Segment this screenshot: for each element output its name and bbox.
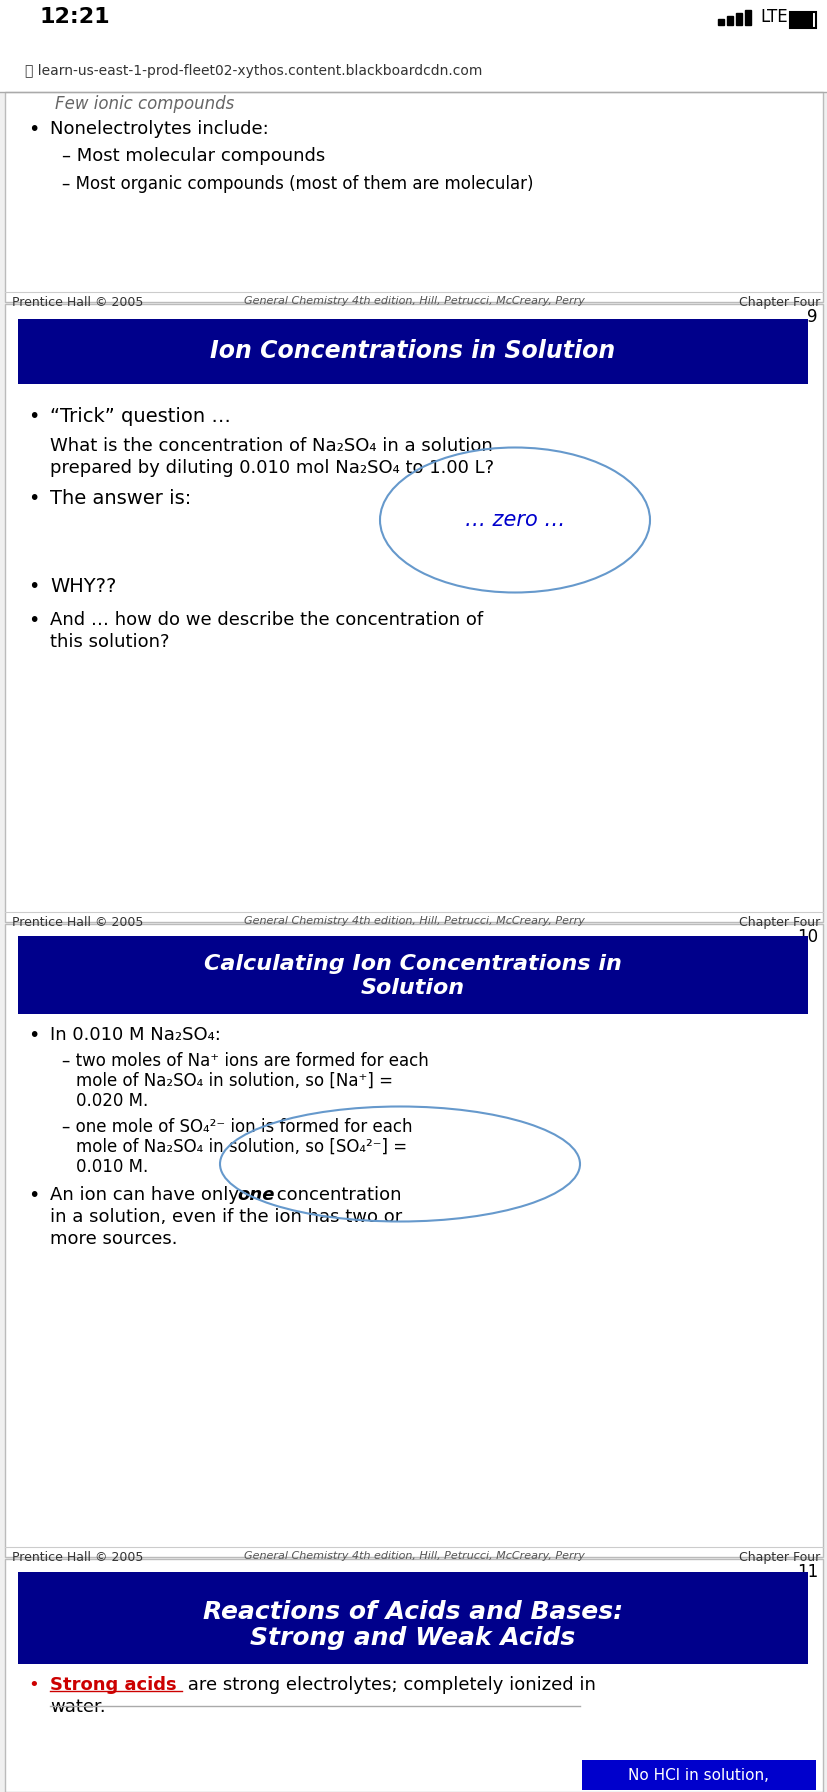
FancyBboxPatch shape — [0, 0, 827, 50]
Text: •: • — [28, 1676, 39, 1693]
Bar — [726, 16, 732, 25]
FancyBboxPatch shape — [5, 91, 822, 303]
Text: mole of Na₂SO₄ in solution, so [Na⁺] =: mole of Na₂SO₄ in solution, so [Na⁺] = — [76, 1072, 393, 1090]
Text: WHY??: WHY?? — [50, 577, 117, 597]
Text: An ion can have only: An ion can have only — [50, 1186, 245, 1204]
Text: •: • — [28, 611, 40, 631]
Text: Few ionic compounds: Few ionic compounds — [55, 95, 234, 113]
Text: Nonelectrolytes include:: Nonelectrolytes include: — [50, 120, 269, 138]
Text: one: one — [237, 1186, 275, 1204]
Text: Prentice Hall © 2005: Prentice Hall © 2005 — [12, 1552, 143, 1564]
Text: prepared by diluting 0.010 mol Na₂SO₄ to 1.00 L?: prepared by diluting 0.010 mol Na₂SO₄ to… — [50, 459, 494, 477]
Text: 10: 10 — [796, 928, 817, 946]
Text: are strong electrolytes; completely ionized in: are strong electrolytes; completely ioni… — [182, 1676, 595, 1693]
Text: In 0.010 M Na₂SO₄:: In 0.010 M Na₂SO₄: — [50, 1027, 221, 1045]
Text: 12:21: 12:21 — [40, 7, 111, 27]
Text: in a solution, even if the ion has two or: in a solution, even if the ion has two o… — [50, 1208, 402, 1226]
FancyBboxPatch shape — [18, 319, 807, 383]
Text: Ion Concentrations in Solution: Ion Concentrations in Solution — [210, 339, 615, 364]
FancyBboxPatch shape — [790, 13, 812, 27]
Text: Reactions of Acids and Bases:: Reactions of Acids and Bases: — [203, 1600, 622, 1624]
Text: •: • — [28, 407, 40, 426]
Text: water.: water. — [50, 1699, 106, 1717]
Text: No HCl in solution,: No HCl in solution, — [628, 1767, 768, 1783]
Text: Chapter Four: Chapter Four — [738, 1552, 819, 1564]
FancyBboxPatch shape — [0, 50, 827, 91]
Text: mole of Na₂SO₄ in solution, so [SO₄²⁻] =: mole of Na₂SO₄ in solution, so [SO₄²⁻] = — [76, 1138, 407, 1156]
Text: Prentice Hall © 2005: Prentice Hall © 2005 — [12, 296, 143, 308]
Text: 11: 11 — [796, 1563, 817, 1581]
Text: •: • — [28, 489, 40, 507]
Text: – Most organic compounds (most of them are molecular): – Most organic compounds (most of them a… — [62, 176, 533, 194]
Text: LTE: LTE — [759, 7, 786, 27]
Text: Solution: Solution — [361, 978, 465, 998]
Bar — [717, 20, 723, 25]
FancyBboxPatch shape — [18, 1572, 807, 1665]
Text: The answer is:: The answer is: — [50, 489, 191, 507]
Text: “Trick” question …: “Trick” question … — [50, 407, 231, 426]
Text: And … how do we describe the concentration of: And … how do we describe the concentrati… — [50, 611, 482, 629]
FancyBboxPatch shape — [581, 1760, 815, 1790]
Text: 0.010 M.: 0.010 M. — [76, 1158, 148, 1176]
Text: Chapter Four: Chapter Four — [738, 296, 819, 308]
Text: Chapter Four: Chapter Four — [738, 916, 819, 928]
Text: General Chemistry 4th edition, Hill, Petrucci, McCreary, Perry: General Chemistry 4th edition, Hill, Pet… — [243, 296, 584, 306]
Text: General Chemistry 4th edition, Hill, Petrucci, McCreary, Perry: General Chemistry 4th edition, Hill, Pet… — [243, 916, 584, 926]
FancyBboxPatch shape — [5, 305, 822, 923]
Text: •: • — [28, 1186, 40, 1204]
Bar — [735, 13, 741, 25]
FancyBboxPatch shape — [18, 935, 807, 1014]
Text: this solution?: this solution? — [50, 633, 170, 650]
Text: Strong and Weak Acids: Strong and Weak Acids — [250, 1625, 575, 1650]
Text: 9: 9 — [806, 308, 817, 326]
Text: •: • — [28, 1027, 40, 1045]
Text: Strong acids: Strong acids — [50, 1676, 176, 1693]
Text: more sources.: more sources. — [50, 1229, 177, 1247]
Text: General Chemistry 4th edition, Hill, Petrucci, McCreary, Perry: General Chemistry 4th edition, Hill, Pet… — [243, 1552, 584, 1561]
Text: What is the concentration of Na₂SO₄ in a solution: What is the concentration of Na₂SO₄ in a… — [50, 437, 492, 455]
Bar — [744, 11, 750, 25]
Text: – one mole of SO₄²⁻ ion is formed for each: – one mole of SO₄²⁻ ion is formed for ea… — [62, 1118, 412, 1136]
Text: 0.020 M.: 0.020 M. — [76, 1091, 148, 1109]
FancyBboxPatch shape — [5, 1559, 822, 1792]
Text: – two moles of Na⁺ ions are formed for each: – two moles of Na⁺ ions are formed for e… — [62, 1052, 428, 1070]
Text: •: • — [28, 120, 40, 140]
Text: 🔒 learn-us-east-1-prod-fleet02-xythos.content.blackboardcdn.com: 🔒 learn-us-east-1-prod-fleet02-xythos.co… — [25, 65, 482, 79]
Text: concentration: concentration — [270, 1186, 401, 1204]
Text: •: • — [28, 577, 40, 597]
Text: Prentice Hall © 2005: Prentice Hall © 2005 — [12, 916, 143, 928]
FancyBboxPatch shape — [5, 925, 822, 1557]
Text: – Most molecular compounds: – Most molecular compounds — [62, 147, 325, 165]
Text: Calculating Ion Concentrations in: Calculating Ion Concentrations in — [203, 953, 621, 975]
FancyBboxPatch shape — [789, 13, 815, 29]
Text: … zero …: … zero … — [464, 511, 565, 530]
